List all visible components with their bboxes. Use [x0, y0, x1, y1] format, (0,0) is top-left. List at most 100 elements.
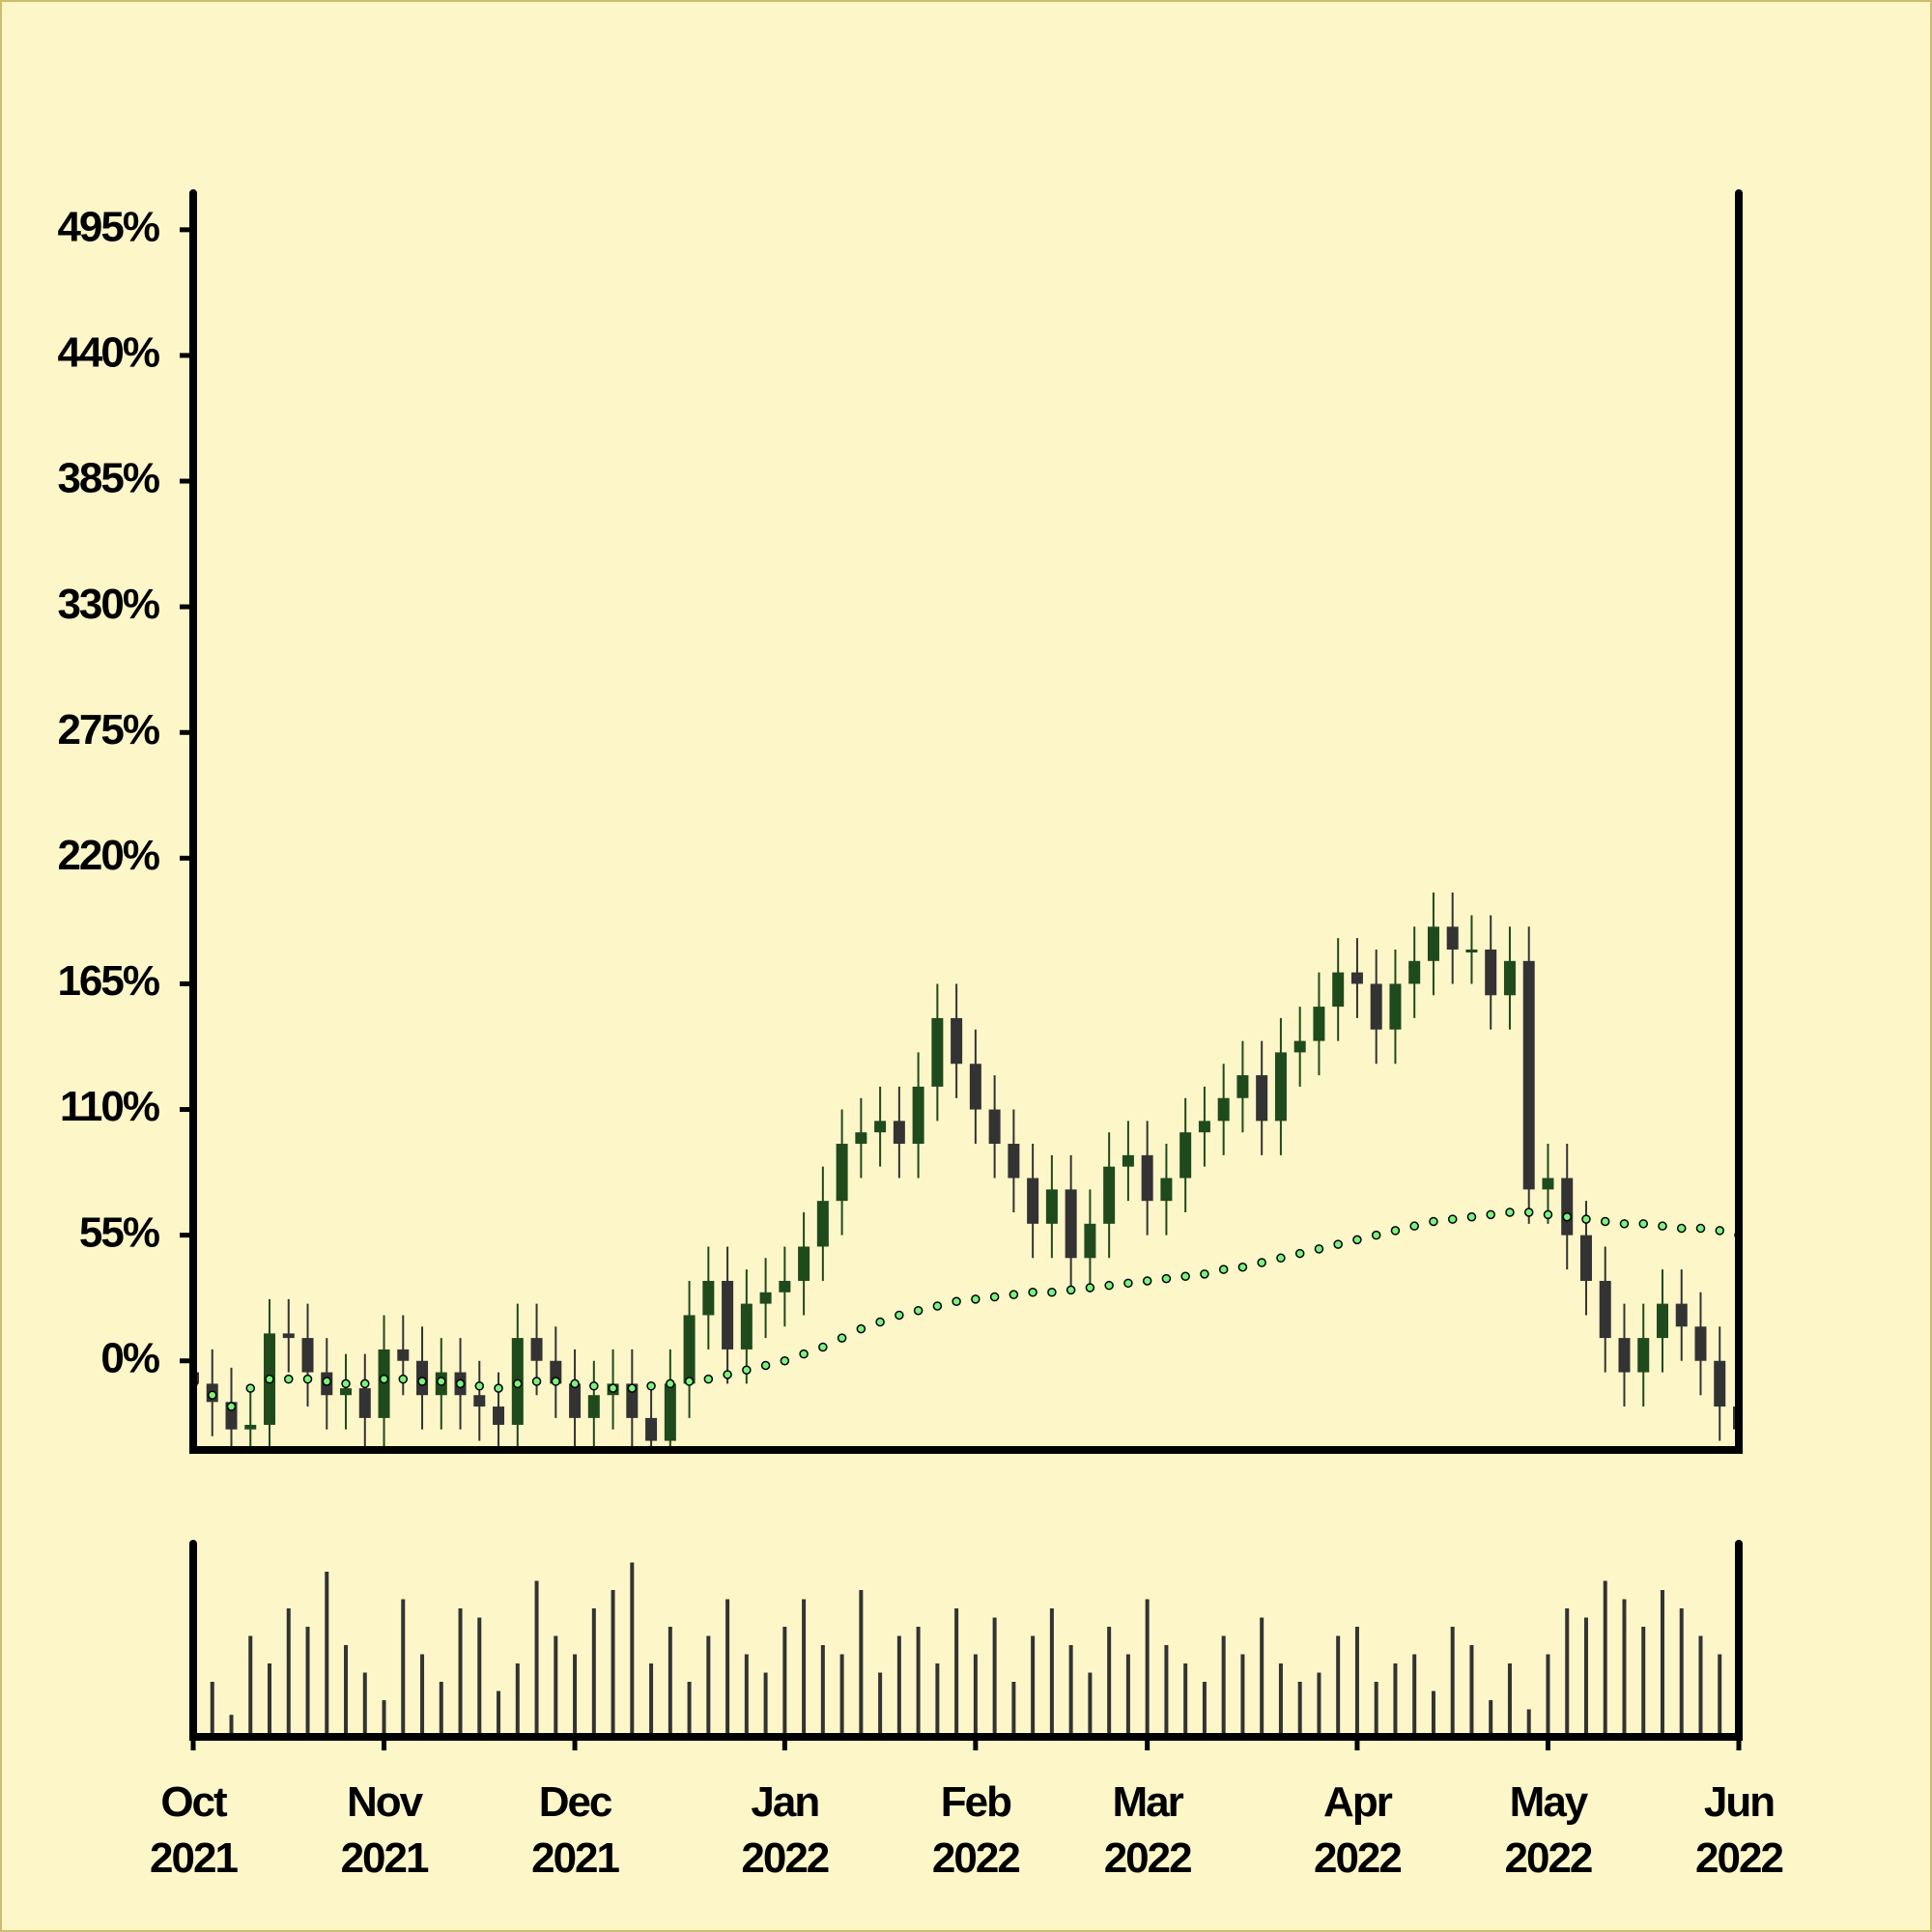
volume-bar: [649, 1663, 654, 1737]
moving-average-point: [1047, 1288, 1057, 1297]
moving-average-point: [1200, 1269, 1209, 1279]
x-tick-label-line: 2022: [1505, 1834, 1592, 1882]
candle-body: [1675, 1303, 1688, 1327]
volume-bar: [1260, 1617, 1264, 1737]
candle-body: [358, 1388, 371, 1418]
volume-bar: [1718, 1654, 1722, 1737]
x-tick-label-line: Feb: [941, 1778, 1011, 1826]
moving-average-point: [1218, 1264, 1229, 1274]
volume-bar: [1011, 1682, 1016, 1737]
moving-average-point: [322, 1377, 332, 1386]
price-frame: [189, 189, 1743, 1454]
volume-bar: [1641, 1627, 1646, 1737]
y-tick-label: 275%: [57, 706, 158, 753]
moving-average-point: [1161, 1273, 1172, 1284]
moving-average-point: [245, 1383, 256, 1393]
candle-body: [893, 1121, 905, 1145]
candle-body: [1065, 1189, 1077, 1259]
volume-bar: [611, 1590, 615, 1737]
x-tick-label: Mar 2022: [1104, 1778, 1191, 1882]
moving-average-point: [1237, 1263, 1248, 1272]
volume-bar: [1107, 1627, 1112, 1737]
x-tick-label-line: Oct: [160, 1778, 228, 1826]
volume-bar: [1489, 1700, 1493, 1737]
volume-bar: [820, 1645, 825, 1737]
volume-bar: [1660, 1590, 1664, 1737]
volume-bar: [1622, 1599, 1627, 1737]
volume-bar: [687, 1682, 692, 1737]
volume-bar: [591, 1608, 596, 1737]
moving-average-point: [742, 1365, 752, 1375]
moving-average-point: [837, 1333, 847, 1343]
volume-frame: [189, 1540, 1743, 1741]
moving-average-point: [952, 1296, 961, 1306]
candle-body: [473, 1395, 486, 1407]
candle-body: [722, 1280, 734, 1350]
x-tick-label-line: 2022: [932, 1834, 1019, 1882]
candle-body: [340, 1388, 353, 1396]
x-tick-label-line: 2021: [150, 1834, 238, 1882]
candle-body: [759, 1292, 772, 1304]
volume-bar: [1221, 1635, 1226, 1737]
x-tick-label: Oct 2021: [150, 1778, 238, 1882]
moving-average-point: [531, 1377, 542, 1386]
x-tick-label: Feb 2022: [932, 1778, 1019, 1882]
candle-body: [969, 1064, 981, 1110]
moving-average-point: [608, 1383, 618, 1393]
candle-body: [1522, 960, 1535, 1190]
volume-bar: [210, 1682, 214, 1737]
x-tick-label: Nov 2021: [341, 1778, 429, 1882]
volume-bar: [782, 1627, 787, 1737]
candle-body: [244, 1424, 257, 1430]
moving-average-point: [302, 1374, 313, 1384]
candle-body: [1217, 1097, 1230, 1122]
volume-bar: [1297, 1682, 1302, 1737]
moving-average-point: [1543, 1209, 1553, 1220]
candle-body: [1141, 1154, 1153, 1202]
moving-average-point: [799, 1349, 809, 1359]
volume-bar: [1049, 1608, 1054, 1737]
moving-average-point: [1257, 1258, 1266, 1267]
moving-average-point: [284, 1374, 294, 1384]
candle-body: [1389, 983, 1402, 1030]
candle-body: [1293, 1040, 1306, 1053]
volume-bar: [344, 1645, 349, 1737]
moving-average-point: [1065, 1285, 1076, 1295]
moving-average-point: [417, 1377, 427, 1386]
candle-body: [702, 1280, 715, 1316]
volume-bar: [1278, 1663, 1283, 1737]
moving-average-point: [1028, 1288, 1037, 1297]
volume-bar: [1031, 1635, 1036, 1737]
x-tick-label: Jan 2022: [741, 1778, 828, 1882]
volume-bar: [896, 1635, 901, 1737]
volume-bar: [1469, 1645, 1474, 1737]
x-tick-label-line: Dec: [539, 1778, 612, 1826]
moving-average-point: [494, 1383, 503, 1393]
y-tick-label: 495%: [57, 203, 158, 250]
volume-bar: [763, 1672, 768, 1737]
candle-body: [1485, 949, 1497, 996]
volume-bar: [534, 1580, 539, 1737]
candle-body: [1637, 1338, 1650, 1373]
candle-body: [1103, 1166, 1116, 1224]
volume-bar: [802, 1599, 807, 1737]
moving-average-point: [1276, 1253, 1286, 1264]
moving-average-point: [1180, 1271, 1190, 1281]
volume-bar: [1450, 1627, 1455, 1737]
volume-bar: [286, 1608, 291, 1737]
volume-bar: [573, 1654, 578, 1737]
candle-body: [645, 1417, 658, 1441]
moving-average-point: [1523, 1208, 1534, 1217]
x-tick-label: Dec 2021: [531, 1778, 619, 1882]
volume-bar: [1412, 1654, 1417, 1737]
candle-body: [493, 1406, 505, 1425]
moving-average-point: [208, 1390, 217, 1400]
volume-bar: [1317, 1672, 1321, 1737]
moving-average-point: [856, 1323, 867, 1334]
candle-body: [874, 1121, 887, 1133]
volume-bar: [420, 1654, 425, 1737]
volume-bar: [439, 1682, 443, 1737]
candle-body: [1446, 926, 1459, 950]
